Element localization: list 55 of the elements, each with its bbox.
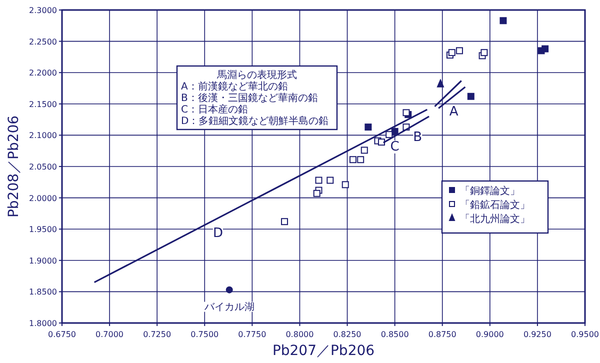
- legend-label: 「鉛鉱石論文」: [460, 199, 530, 211]
- point: [281, 218, 288, 226]
- y-tick-label: 2.1000: [29, 131, 57, 140]
- x-tick-label: 0.9000: [476, 330, 504, 339]
- annotation: A：前漢鏡など華北の鉛: [181, 80, 288, 92]
- y-tick-label: 1.8500: [29, 288, 57, 297]
- annotation: 馬淵らの表現形式: [216, 69, 297, 81]
- point: [349, 156, 356, 164]
- y-tick-label: 2.3000: [29, 6, 57, 15]
- y-axis-title: Pb208／Pb206: [6, 115, 22, 218]
- point: [313, 190, 320, 197]
- note: A: [449, 104, 458, 120]
- point: [342, 181, 349, 188]
- y-tick-label: 1.9000: [29, 256, 57, 266]
- note: バイカル湖: [203, 302, 254, 313]
- note: C: [390, 139, 400, 154]
- point: [467, 92, 474, 100]
- point: [436, 79, 444, 88]
- x-tick-label: 0.7000: [96, 330, 124, 339]
- point: [315, 176, 322, 184]
- point: [542, 45, 549, 52]
- point: [500, 17, 507, 24]
- legend-label: 「銅鐸論文」: [460, 185, 520, 197]
- y-tick-label: 1.9500: [29, 225, 57, 234]
- point: [357, 156, 364, 164]
- y-tick-label: 2.1500: [29, 100, 57, 109]
- x-tick-label: 0.6750: [48, 330, 76, 339]
- point: [326, 176, 334, 184]
- point: [448, 49, 456, 56]
- annotation: D：多鈕細文鏡など朝鮮半島の鉛: [181, 115, 329, 127]
- y-tick-label: 2.2000: [29, 68, 57, 78]
- x-tick-label: 0.7250: [143, 330, 172, 339]
- point: [480, 49, 488, 56]
- x-tick-label: 0.8750: [428, 330, 456, 339]
- y-tick-label: 2.2500: [29, 37, 57, 46]
- point: [456, 47, 463, 54]
- point: [386, 131, 393, 138]
- x-tick-label: 0.7750: [238, 330, 266, 339]
- x-tick-label: 0.9250: [523, 330, 552, 339]
- point: [378, 138, 386, 146]
- y-tick-label: 1.8000: [29, 319, 57, 328]
- point: [360, 146, 368, 154]
- x-tick-label: 0.9500: [571, 330, 599, 339]
- y-tick-label: 2.0500: [29, 162, 57, 172]
- y-tick-label: 2.0000: [29, 194, 57, 203]
- x-axis-title: Pb207／Pb206: [272, 343, 375, 359]
- annotation: B：後漢・三国鏡など華南の鉛: [181, 92, 318, 104]
- x-tick-label: 0.8500: [380, 330, 409, 339]
- x-tick-label: 0.8250: [333, 330, 362, 339]
- x-tick-label: 0.7500: [190, 330, 219, 339]
- legend-label: 「北九州論文」: [460, 213, 530, 225]
- annotation: C：日本産の鉛: [181, 104, 248, 116]
- point: [226, 286, 233, 294]
- x-tick-label: 0.8000: [286, 330, 314, 339]
- point: [364, 124, 372, 131]
